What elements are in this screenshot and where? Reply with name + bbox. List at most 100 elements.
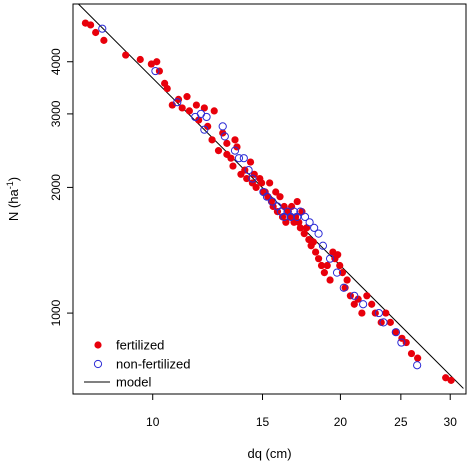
point-fertilized (147, 60, 155, 68)
y-axis-label-sup: -1 (5, 181, 15, 189)
point-non-fertilized (325, 254, 335, 263)
point-fertilized (243, 174, 251, 183)
point-fertilized (447, 376, 455, 384)
point-fertilized (195, 116, 203, 124)
point-fertilized (258, 179, 266, 187)
point-non-fertilized (239, 154, 248, 163)
point-fertilized (153, 58, 161, 66)
point-non-fertilized (314, 229, 323, 238)
point-fertilized (231, 136, 239, 144)
point-non-fertilized (379, 318, 388, 327)
y-tick-label: 2000 (49, 174, 63, 201)
point-fertilized (192, 101, 200, 109)
legend-marker-non-fertilized (93, 359, 103, 369)
legend-label-fertilized: fertilized (116, 338, 164, 353)
point-fertilized (185, 107, 193, 115)
point-fertilized (214, 147, 223, 155)
point-fertilized (272, 188, 280, 196)
point-non-fertilized (248, 174, 257, 183)
point-non-fertilized (300, 212, 310, 221)
point-fertilized (314, 255, 323, 263)
point-non-fertilized (413, 361, 422, 370)
point-non-fertilized (397, 338, 406, 347)
x-tick-label: 30 (444, 415, 458, 429)
point-fertilized (407, 349, 416, 358)
point-fertilized (210, 107, 218, 115)
point-non-fertilized (350, 291, 359, 300)
point-fertilized (122, 51, 130, 59)
point-fertilized (326, 276, 334, 284)
plot-content (78, 3, 464, 389)
point-non-fertilized (339, 283, 348, 292)
plot-area-frame (72, 3, 467, 395)
point-non-fertilized (310, 223, 319, 232)
x-tick-label: 25 (394, 415, 408, 429)
point-fertilized (250, 170, 258, 178)
point-fertilized (300, 230, 308, 238)
point-non-fertilized (173, 98, 182, 107)
point-non-fertilized (305, 218, 314, 227)
point-fertilized (354, 295, 362, 303)
point-fertilized (200, 104, 208, 112)
point-non-fertilized (200, 125, 209, 134)
point-fertilized (293, 197, 301, 206)
point-fertilized (368, 300, 376, 308)
point-fertilized (163, 84, 171, 93)
point-fertilized (309, 238, 317, 246)
y-tick-label: 4000 (49, 48, 63, 75)
legend-marker-fertilized (94, 341, 102, 349)
point-fertilized (136, 55, 144, 64)
x-tick-label: 10 (146, 415, 160, 429)
point-non-fertilized (332, 268, 342, 277)
point-fertilized (317, 261, 326, 270)
point-non-fertilized (296, 207, 305, 216)
point-fertilized (252, 183, 260, 192)
point-fertilized (442, 374, 450, 382)
point-non-fertilized (374, 308, 383, 318)
point-fertilized (334, 251, 342, 259)
y-tick-label: 1000 (49, 299, 63, 326)
point-fertilized (386, 318, 394, 326)
point-fertilized (183, 93, 191, 101)
point-fertilized (336, 261, 344, 270)
point-fertilized (363, 292, 371, 300)
point-non-fertilized (151, 66, 160, 76)
point-non-fertilized (268, 197, 277, 206)
point-fertilized (320, 269, 328, 277)
point-fertilized (358, 309, 366, 317)
point-fertilized (377, 318, 385, 326)
point-fertilized (227, 154, 235, 162)
point-non-fertilized (202, 112, 211, 122)
point-fertilized (350, 300, 358, 308)
legend-label-non-fertilized: non-fertilized (116, 357, 190, 372)
point-non-fertilized (318, 241, 328, 250)
legend: fertilized non-fertilized model (84, 338, 190, 390)
point-fertilized (233, 143, 241, 151)
point-non-fertilized (244, 166, 253, 175)
point-non-fertilized (262, 192, 272, 201)
y-axis-label: N (ha-1) (5, 177, 21, 221)
point-fertilized (246, 158, 255, 166)
point-fertilized (382, 309, 390, 317)
point-non-fertilized (234, 154, 244, 163)
point-fertilized (414, 354, 422, 362)
point-non-fertilized (230, 146, 240, 155)
x-axis-label: dq (cm) (247, 446, 291, 461)
legend-label-model: model (116, 375, 152, 390)
point-fertilized (229, 162, 237, 170)
x-axis: 10 15 20 25 30 (146, 394, 457, 429)
point-fertilized (208, 136, 216, 144)
y-axis: 1000 2000 3000 4000 (49, 48, 73, 326)
point-non-fertilized (391, 328, 401, 337)
point-fertilized (276, 193, 284, 201)
y-axis-label-main: N (ha (6, 189, 21, 222)
y-tick-label: 3000 (49, 100, 63, 127)
point-fertilized (391, 328, 399, 336)
y-axis-label-close: ) (6, 177, 21, 181)
points-layer (81, 19, 455, 384)
point-fertilized (178, 104, 186, 112)
point-fertilized (223, 139, 231, 147)
x-tick-label: 20 (334, 415, 348, 429)
point-fertilized (204, 122, 212, 131)
